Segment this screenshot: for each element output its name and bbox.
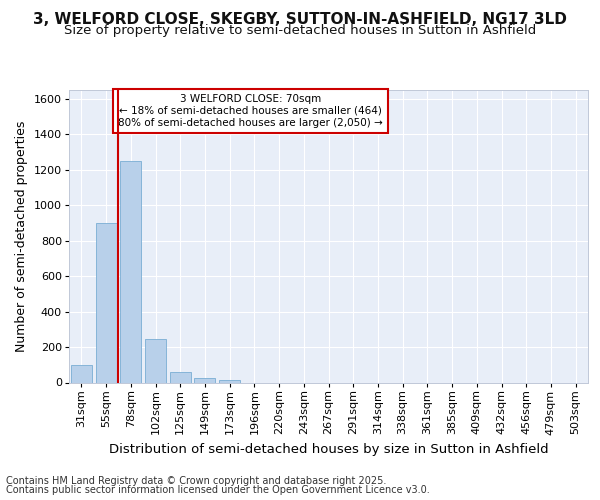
Text: 3 WELFORD CLOSE: 70sqm
← 18% of semi-detached houses are smaller (464)
80% of se: 3 WELFORD CLOSE: 70sqm ← 18% of semi-det… <box>118 94 383 128</box>
Text: Size of property relative to semi-detached houses in Sutton in Ashfield: Size of property relative to semi-detach… <box>64 24 536 37</box>
Bar <box>120 161 141 382</box>
Bar <box>71 365 92 382</box>
X-axis label: Distribution of semi-detached houses by size in Sutton in Ashfield: Distribution of semi-detached houses by … <box>109 443 548 456</box>
Y-axis label: Number of semi-detached properties: Number of semi-detached properties <box>16 120 28 352</box>
Text: Contains HM Land Registry data © Crown copyright and database right 2025.: Contains HM Land Registry data © Crown c… <box>6 476 386 486</box>
Bar <box>170 372 191 382</box>
Bar <box>95 223 116 382</box>
Bar <box>219 380 240 382</box>
Bar <box>145 339 166 382</box>
Text: Contains public sector information licensed under the Open Government Licence v3: Contains public sector information licen… <box>6 485 430 495</box>
Bar <box>194 378 215 382</box>
Text: 3, WELFORD CLOSE, SKEGBY, SUTTON-IN-ASHFIELD, NG17 3LD: 3, WELFORD CLOSE, SKEGBY, SUTTON-IN-ASHF… <box>33 12 567 28</box>
